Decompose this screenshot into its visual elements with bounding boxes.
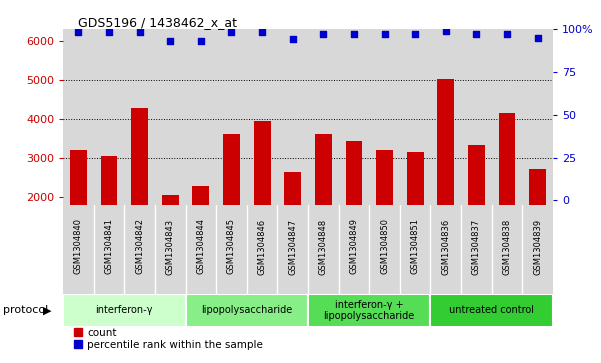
Bar [369, 205, 400, 294]
Text: GSM1304839: GSM1304839 [533, 219, 542, 274]
Bar [430, 29, 461, 205]
Bar [308, 294, 430, 327]
Bar [468, 145, 485, 276]
Text: lipopolysaccharide: lipopolysaccharide [201, 305, 293, 315]
Point [196, 38, 206, 44]
Bar [124, 29, 155, 205]
Bar [338, 205, 369, 294]
Text: interferon-γ: interferon-γ [96, 305, 153, 315]
Bar [186, 294, 308, 327]
Bar [63, 294, 186, 327]
Bar [63, 205, 94, 294]
Bar [70, 150, 87, 276]
Bar [124, 205, 155, 294]
Text: GSM1304842: GSM1304842 [135, 219, 144, 274]
Point [73, 29, 83, 35]
Point [104, 29, 114, 35]
Bar [155, 205, 186, 294]
Bar [247, 29, 278, 205]
Text: GSM1304841: GSM1304841 [105, 219, 114, 274]
Bar [346, 141, 362, 276]
Bar [284, 172, 301, 276]
Point [441, 28, 451, 34]
Bar [94, 205, 124, 294]
Text: ▶: ▶ [43, 305, 52, 315]
Bar [461, 205, 492, 294]
Text: protocol: protocol [3, 305, 48, 315]
Bar [499, 113, 516, 276]
Point [380, 31, 389, 37]
Bar [155, 29, 186, 205]
Bar [522, 29, 553, 205]
Bar [376, 150, 393, 276]
Text: GSM1304838: GSM1304838 [502, 219, 511, 275]
Bar [216, 29, 247, 205]
Text: GSM1304851: GSM1304851 [410, 219, 419, 274]
Bar [63, 29, 94, 205]
Point [349, 31, 359, 37]
Bar [223, 134, 240, 276]
Bar [247, 205, 278, 294]
Text: GSM1304844: GSM1304844 [197, 219, 206, 274]
Bar [94, 29, 124, 205]
Bar [186, 29, 216, 205]
Bar [529, 169, 546, 276]
Bar [461, 29, 492, 205]
Bar [162, 195, 178, 276]
Bar [407, 152, 424, 276]
Point [533, 35, 543, 41]
Text: GSM1304837: GSM1304837 [472, 219, 481, 275]
Bar [522, 205, 553, 294]
Text: untreated control: untreated control [449, 305, 534, 315]
Text: GSM1304840: GSM1304840 [74, 219, 83, 274]
Text: GDS5196 / 1438462_x_at: GDS5196 / 1438462_x_at [78, 16, 237, 29]
Point [472, 31, 481, 37]
Text: GSM1304836: GSM1304836 [441, 219, 450, 275]
Text: GSM1304845: GSM1304845 [227, 219, 236, 274]
Bar [131, 109, 148, 276]
Bar [186, 205, 216, 294]
Text: GSM1304848: GSM1304848 [319, 219, 328, 274]
Point [165, 38, 175, 44]
Bar [430, 205, 461, 294]
Bar [278, 29, 308, 205]
Bar [430, 294, 553, 327]
Bar [400, 205, 430, 294]
Point [135, 29, 144, 35]
Text: GSM1304847: GSM1304847 [288, 219, 297, 274]
Bar [192, 186, 209, 276]
Point [319, 31, 328, 37]
Bar [216, 205, 247, 294]
Bar [338, 29, 369, 205]
Bar [438, 79, 454, 276]
Text: GSM1304846: GSM1304846 [258, 219, 267, 274]
Bar [492, 205, 522, 294]
Bar [315, 134, 332, 276]
Bar [400, 29, 430, 205]
Bar [308, 205, 338, 294]
Bar [369, 29, 400, 205]
Point [288, 36, 297, 42]
Text: interferon-γ +
lipopolysaccharide: interferon-γ + lipopolysaccharide [323, 299, 415, 321]
Point [410, 31, 420, 37]
Point [227, 29, 236, 35]
Bar [308, 29, 338, 205]
Bar [492, 29, 522, 205]
Bar [254, 121, 270, 276]
Text: GSM1304843: GSM1304843 [166, 219, 175, 274]
Text: GSM1304849: GSM1304849 [349, 219, 358, 274]
Bar [100, 156, 117, 276]
Text: GSM1304850: GSM1304850 [380, 219, 389, 274]
Point [502, 31, 512, 37]
Legend: count, percentile rank within the sample: count, percentile rank within the sample [69, 324, 267, 354]
Point [257, 29, 267, 35]
Bar [278, 205, 308, 294]
